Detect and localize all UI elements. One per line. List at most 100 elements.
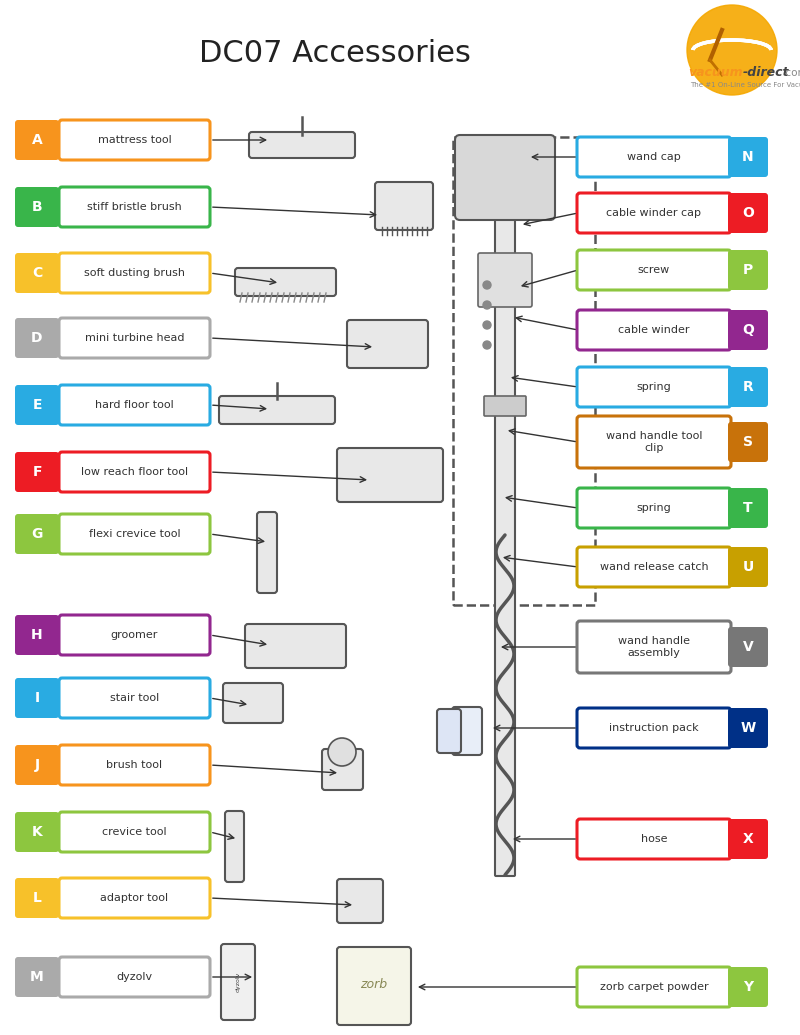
FancyBboxPatch shape — [728, 193, 768, 233]
Text: L: L — [33, 891, 42, 905]
FancyBboxPatch shape — [221, 944, 255, 1021]
Text: zorb: zorb — [361, 978, 387, 992]
Text: DC07 Accessories: DC07 Accessories — [199, 38, 471, 67]
Text: dyzolv: dyzolv — [117, 972, 153, 982]
FancyBboxPatch shape — [728, 967, 768, 1007]
FancyBboxPatch shape — [577, 250, 731, 290]
FancyBboxPatch shape — [235, 268, 336, 296]
FancyBboxPatch shape — [577, 310, 731, 350]
FancyBboxPatch shape — [59, 812, 210, 852]
FancyBboxPatch shape — [322, 749, 363, 790]
Text: zorb carpet powder: zorb carpet powder — [600, 982, 708, 992]
Circle shape — [483, 301, 491, 309]
Text: hose: hose — [641, 834, 667, 844]
Text: spring: spring — [637, 503, 671, 513]
FancyBboxPatch shape — [728, 708, 768, 748]
Text: wand handle
assembly: wand handle assembly — [618, 635, 690, 658]
Text: low reach floor tool: low reach floor tool — [81, 467, 188, 477]
Text: V: V — [742, 640, 754, 654]
FancyBboxPatch shape — [59, 318, 210, 358]
FancyBboxPatch shape — [577, 416, 731, 468]
Text: D: D — [31, 331, 42, 345]
Text: C: C — [32, 266, 42, 280]
Text: vacuum: vacuum — [688, 66, 742, 80]
Text: cable winder: cable winder — [618, 325, 690, 335]
Bar — [453, 137, 595, 605]
FancyBboxPatch shape — [484, 396, 526, 416]
FancyBboxPatch shape — [15, 318, 59, 358]
Text: .com: .com — [783, 68, 800, 78]
Text: A: A — [32, 134, 42, 147]
Text: N: N — [742, 150, 754, 164]
FancyBboxPatch shape — [219, 396, 335, 424]
FancyBboxPatch shape — [223, 683, 283, 723]
FancyBboxPatch shape — [15, 187, 59, 227]
FancyBboxPatch shape — [245, 624, 346, 668]
FancyBboxPatch shape — [257, 512, 277, 593]
Text: B: B — [32, 200, 42, 214]
FancyBboxPatch shape — [577, 193, 731, 233]
Text: mattress tool: mattress tool — [98, 135, 171, 145]
Circle shape — [687, 5, 777, 95]
Text: T: T — [743, 501, 753, 515]
Text: wand release catch: wand release catch — [600, 562, 708, 572]
FancyBboxPatch shape — [728, 487, 768, 528]
FancyBboxPatch shape — [728, 367, 768, 407]
FancyBboxPatch shape — [577, 548, 731, 587]
Text: Q: Q — [742, 323, 754, 337]
FancyBboxPatch shape — [728, 422, 768, 462]
FancyBboxPatch shape — [59, 385, 210, 425]
FancyBboxPatch shape — [455, 135, 555, 220]
FancyBboxPatch shape — [15, 385, 59, 425]
FancyBboxPatch shape — [452, 707, 482, 755]
Text: X: X — [742, 832, 754, 846]
FancyBboxPatch shape — [728, 137, 768, 177]
Text: spring: spring — [637, 382, 671, 392]
FancyBboxPatch shape — [728, 819, 768, 859]
FancyBboxPatch shape — [728, 250, 768, 290]
Text: hard floor tool: hard floor tool — [95, 400, 174, 410]
FancyBboxPatch shape — [577, 819, 731, 859]
Text: G: G — [31, 527, 42, 541]
FancyBboxPatch shape — [59, 514, 210, 554]
Text: F: F — [32, 465, 42, 479]
Text: stiff bristle brush: stiff bristle brush — [87, 202, 182, 212]
Text: stair tool: stair tool — [110, 693, 159, 703]
Text: I: I — [34, 691, 39, 705]
Text: groomer: groomer — [111, 630, 158, 640]
Text: crevice tool: crevice tool — [102, 827, 167, 837]
Text: The #1 On-Line Source For Vacuums: The #1 On-Line Source For Vacuums — [690, 82, 800, 88]
FancyBboxPatch shape — [15, 615, 59, 655]
FancyBboxPatch shape — [577, 967, 731, 1007]
FancyBboxPatch shape — [337, 879, 383, 923]
Text: W: W — [740, 721, 756, 735]
FancyBboxPatch shape — [337, 947, 411, 1025]
Text: -direct: -direct — [743, 66, 790, 80]
Text: soft dusting brush: soft dusting brush — [84, 268, 185, 278]
Text: P: P — [743, 263, 753, 277]
Circle shape — [483, 280, 491, 289]
FancyBboxPatch shape — [15, 253, 59, 293]
Text: J: J — [34, 758, 39, 772]
FancyBboxPatch shape — [59, 745, 210, 785]
Text: O: O — [742, 206, 754, 220]
Text: dyzolv: dyzolv — [235, 972, 241, 993]
Text: H: H — [31, 628, 43, 642]
Text: wand handle tool
clip: wand handle tool clip — [606, 431, 702, 453]
FancyBboxPatch shape — [577, 708, 731, 748]
Text: M: M — [30, 970, 44, 984]
Text: brush tool: brush tool — [106, 760, 162, 770]
FancyBboxPatch shape — [728, 627, 768, 667]
FancyBboxPatch shape — [59, 957, 210, 997]
FancyBboxPatch shape — [577, 137, 731, 177]
Text: instruction pack: instruction pack — [609, 723, 699, 733]
Text: E: E — [32, 398, 42, 412]
FancyBboxPatch shape — [728, 310, 768, 350]
FancyBboxPatch shape — [495, 204, 515, 876]
FancyBboxPatch shape — [15, 120, 59, 160]
FancyBboxPatch shape — [15, 812, 59, 852]
FancyBboxPatch shape — [225, 811, 244, 882]
FancyBboxPatch shape — [15, 452, 59, 492]
FancyBboxPatch shape — [59, 187, 210, 227]
FancyBboxPatch shape — [15, 745, 59, 785]
